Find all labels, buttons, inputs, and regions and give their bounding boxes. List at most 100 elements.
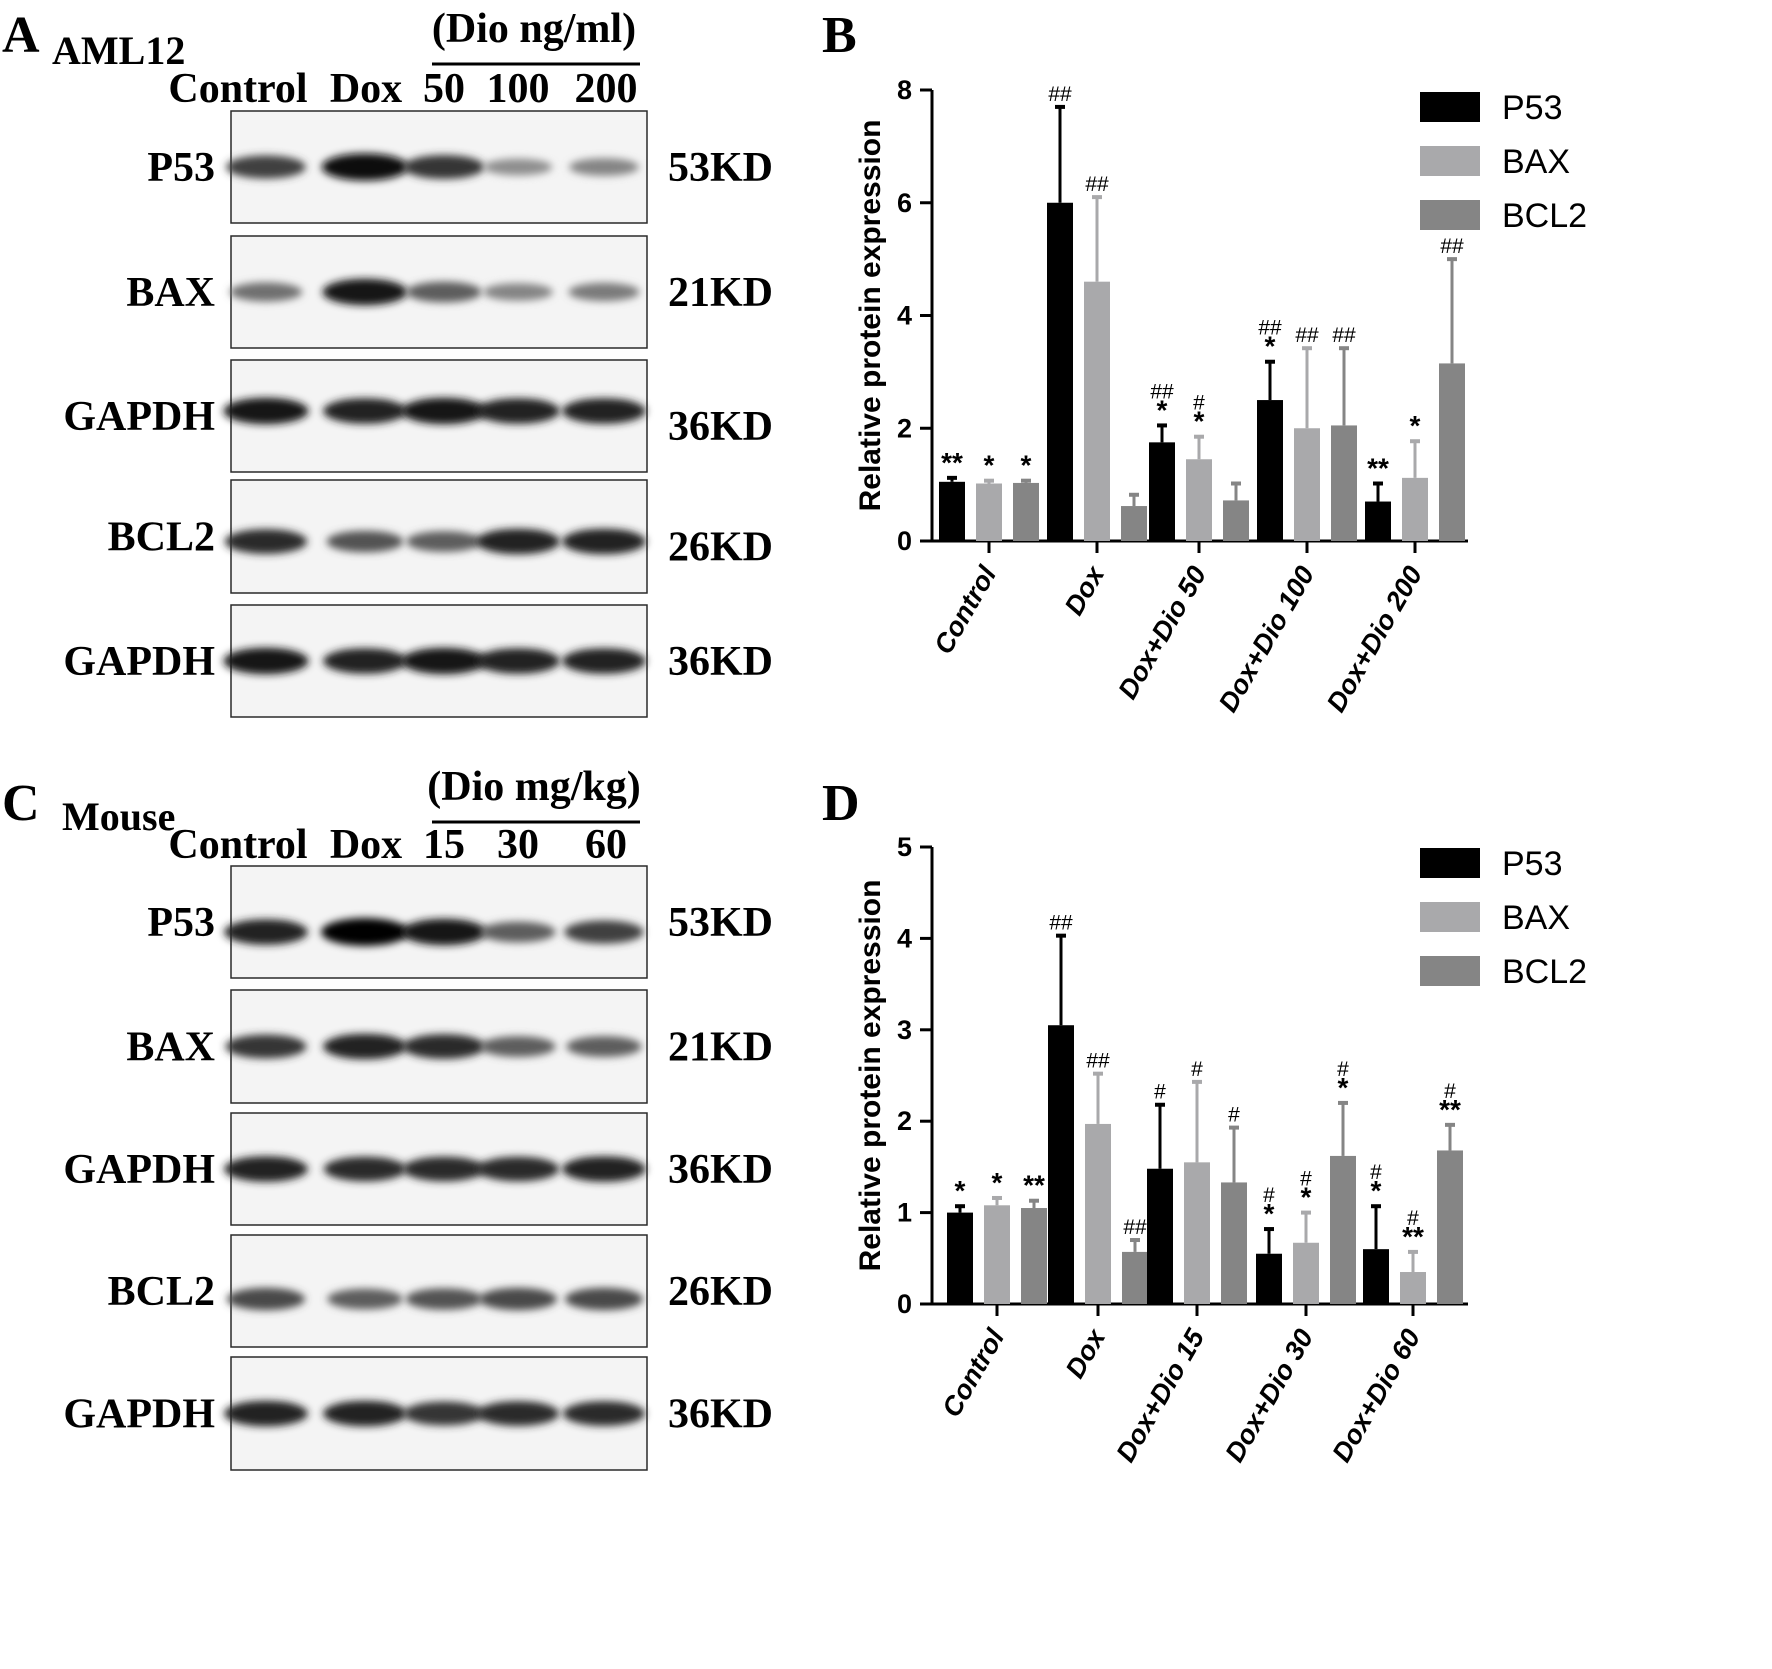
legend-label: P53 xyxy=(1502,89,1563,127)
protein-band xyxy=(323,1156,407,1182)
y-tick-label: 2 xyxy=(897,413,912,443)
protein-band xyxy=(229,282,303,302)
legend-label: BCL2 xyxy=(1502,197,1587,235)
cell-line-label: AML12 xyxy=(52,28,185,73)
protein-label: BAX xyxy=(126,1025,215,1071)
protein-band xyxy=(564,920,644,944)
lane-label: Dox xyxy=(330,822,402,868)
protein-band xyxy=(323,1400,407,1427)
protein-band xyxy=(476,528,560,555)
protein-band xyxy=(476,1401,560,1426)
protein-label: GAPDH xyxy=(63,639,215,685)
bar-p53 xyxy=(1257,400,1283,541)
significance-mark: # xyxy=(1337,1058,1349,1081)
legend-swatch-bcl2 xyxy=(1420,956,1480,986)
significance-mark: ## xyxy=(1440,235,1464,258)
bar-bax xyxy=(1400,1272,1426,1304)
protein-band xyxy=(323,398,407,424)
protein-band xyxy=(403,155,485,179)
protein-band xyxy=(480,1036,556,1057)
protein-band xyxy=(321,918,409,946)
protein-band xyxy=(401,397,487,425)
y-tick-label: 4 xyxy=(897,923,912,953)
legend-swatch-bcl2 xyxy=(1420,200,1480,230)
protein-band xyxy=(568,282,640,302)
protein-band xyxy=(476,398,560,424)
legend-swatch-p53 xyxy=(1420,848,1480,878)
protein-label: BCL2 xyxy=(108,515,215,561)
significance-mark: * xyxy=(1410,410,1421,441)
protein-label: BAX xyxy=(126,270,215,316)
significance-mark: # xyxy=(1300,1168,1312,1191)
legend-label: BAX xyxy=(1502,143,1570,181)
molecular-weight-label: 21KD xyxy=(668,1025,773,1071)
molecular-weight-label: 21KD xyxy=(668,270,773,316)
y-tick-label: 3 xyxy=(897,1015,912,1045)
protein-band xyxy=(226,1287,306,1311)
significance-mark: ## xyxy=(1048,83,1072,106)
bar-p53 xyxy=(1048,1025,1074,1304)
significance-mark: ** xyxy=(1402,1221,1424,1252)
bar-p53 xyxy=(1363,1249,1389,1304)
protein-band xyxy=(566,1036,642,1057)
protein-band xyxy=(224,919,308,945)
protein-label: P53 xyxy=(147,900,215,946)
significance-mark: * xyxy=(1371,1175,1382,1206)
significance-mark: # xyxy=(1263,1184,1275,1207)
x-tick-label: Dox+Dio 50 xyxy=(1112,561,1212,704)
bar-p53 xyxy=(1256,1253,1282,1304)
y-tick-label: 2 xyxy=(897,1106,912,1136)
protein-band xyxy=(321,153,409,181)
molecular-weight-label: 36KD xyxy=(668,1392,773,1438)
significance-mark: # xyxy=(1154,1081,1166,1104)
x-tick-label: Dox+Dio 200 xyxy=(1321,561,1428,717)
molecular-weight-label: 36KD xyxy=(668,639,773,685)
significance-mark: # xyxy=(1228,1104,1240,1127)
protein-band xyxy=(406,531,482,552)
bar-p53 xyxy=(1147,1168,1173,1304)
protein-band xyxy=(406,281,482,303)
bar-p53 xyxy=(1047,202,1073,541)
protein-label: BCL2 xyxy=(108,1269,215,1315)
legend-label: P53 xyxy=(1502,845,1563,883)
significance-mark: * xyxy=(1021,450,1032,481)
protein-band xyxy=(403,1401,485,1426)
bar-bcl2 xyxy=(1331,425,1357,541)
significance-mark: # xyxy=(1407,1207,1419,1230)
significance-mark: ## xyxy=(1258,317,1282,340)
protein-band xyxy=(225,1034,307,1059)
panel-letter: D xyxy=(822,775,860,832)
significance-mark: * xyxy=(1194,406,1205,437)
bar-bax xyxy=(984,1205,1010,1304)
legend-label: BAX xyxy=(1502,899,1570,937)
protein-band xyxy=(483,283,553,301)
bar-bcl2 xyxy=(1021,1208,1047,1304)
significance-mark: * xyxy=(1265,331,1276,362)
protein-band xyxy=(323,1033,407,1060)
bar-bcl2 xyxy=(1122,1251,1148,1304)
protein-band xyxy=(478,1287,558,1311)
bar-bax xyxy=(1184,1162,1210,1304)
significance-mark: ** xyxy=(941,447,963,478)
bar-bcl2 xyxy=(1439,363,1465,541)
x-tick-label: Control xyxy=(936,1324,1010,1423)
panel-letter: C xyxy=(2,775,40,832)
y-tick-label: 6 xyxy=(897,188,912,218)
bar-p53 xyxy=(1149,442,1175,541)
y-tick-label: 0 xyxy=(897,1289,912,1319)
bar-bax xyxy=(976,483,1002,541)
protein-band xyxy=(564,1287,644,1311)
western-blot-panel-a: A AML12 (Dio ng/ml) Control Dox 50 100 200 P53 53… xyxy=(2,6,773,718)
bar-bcl2 xyxy=(1221,1182,1247,1304)
bar-bax xyxy=(1402,477,1428,541)
molecular-weight-label: 53KD xyxy=(668,900,773,946)
protein-band xyxy=(224,529,308,554)
significance-mark: * xyxy=(955,1175,966,1206)
significance-mark: # xyxy=(1370,1161,1382,1184)
lane-label: 30 xyxy=(497,822,539,868)
protein-band xyxy=(223,397,309,425)
x-tick-label: Dox+Dio 15 xyxy=(1110,1323,1210,1467)
legend-swatch-p53 xyxy=(1420,92,1480,122)
protein-band xyxy=(326,530,404,553)
significance-mark: # xyxy=(1193,392,1205,415)
